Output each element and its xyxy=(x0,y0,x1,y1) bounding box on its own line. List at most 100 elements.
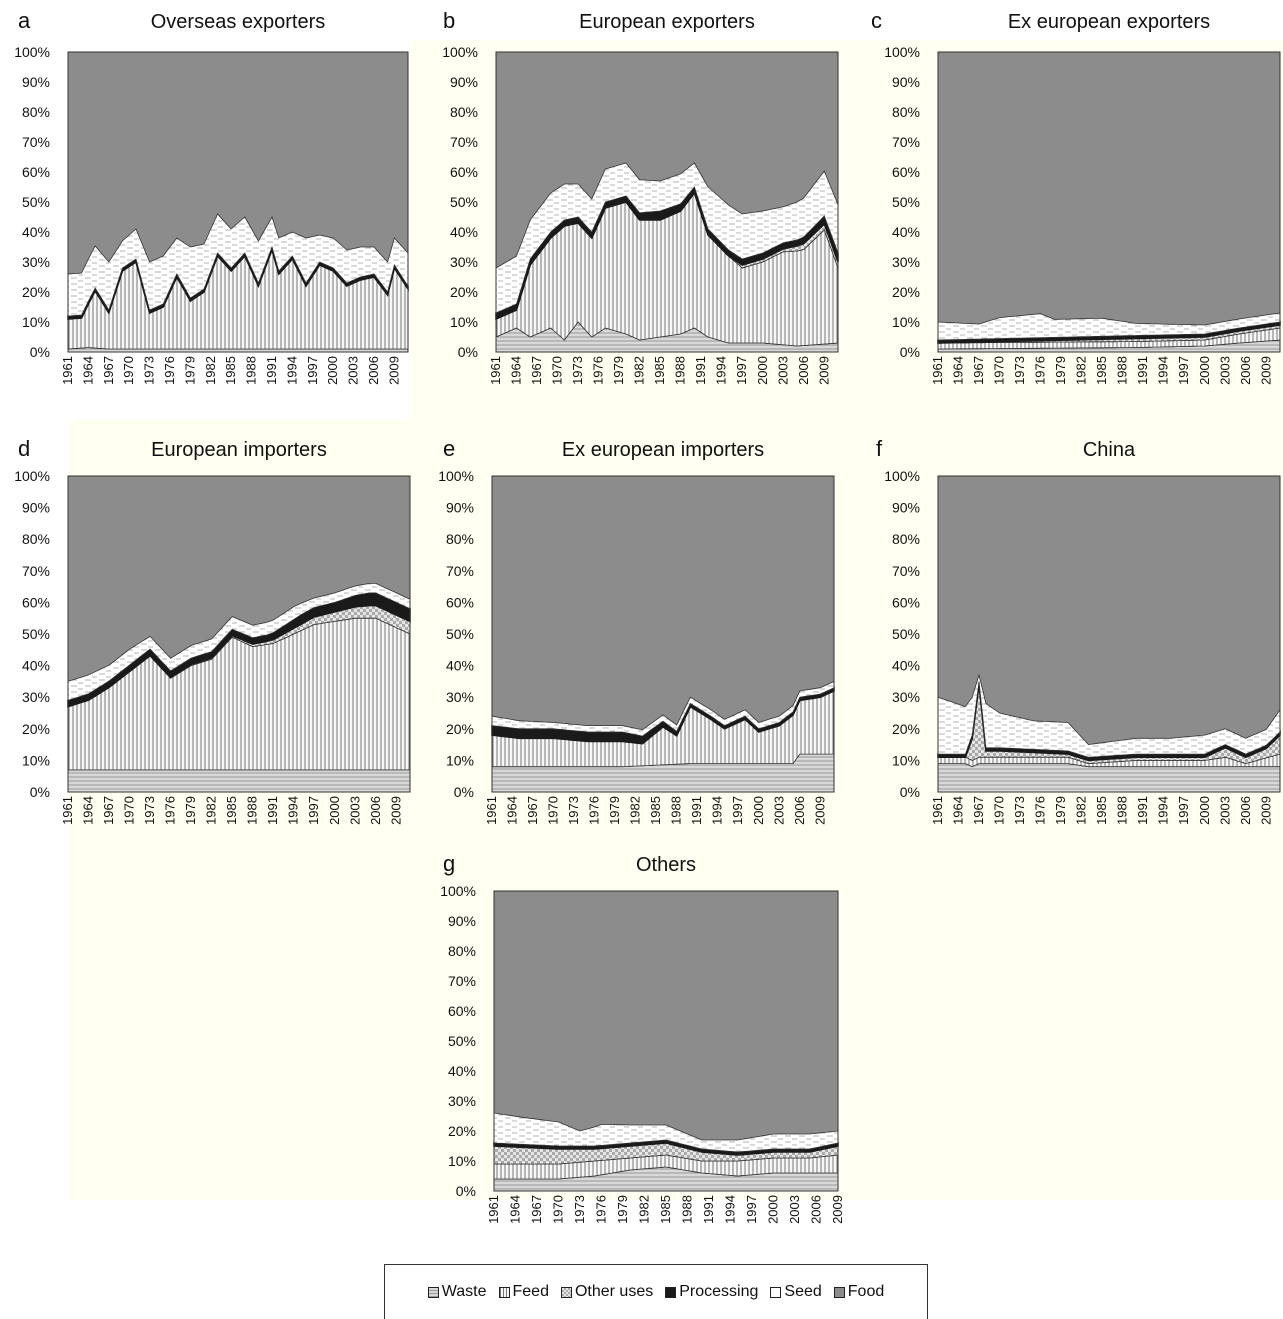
x-tick-label-b: 1985 xyxy=(652,356,667,385)
y-tick-label-f: 50% xyxy=(892,626,920,642)
x-tick-label-b: 1994 xyxy=(714,356,729,385)
x-tick-label-c: 1985 xyxy=(1094,356,1109,385)
y-tick-label-b: 70% xyxy=(450,134,478,150)
x-tick-label-c: 1997 xyxy=(1176,356,1191,385)
x-tick-label-g: 1964 xyxy=(508,1195,523,1224)
y-tick-label-g: 0% xyxy=(456,1183,476,1199)
x-tick-label-a: 1991 xyxy=(264,356,279,385)
x-tick-label-g: 1976 xyxy=(594,1195,609,1224)
legend-swatch-feed xyxy=(498,1286,510,1298)
y-tick-label-f: 30% xyxy=(892,689,920,705)
panel-title-g: Others xyxy=(636,854,696,876)
legend-label-waste: Waste xyxy=(441,1283,487,1300)
y-tick-label-d: 20% xyxy=(22,721,50,737)
x-tick-label-c: 1961 xyxy=(930,356,945,385)
x-tick-label-b: 1970 xyxy=(550,356,565,385)
legend-label-feed: Feed xyxy=(512,1283,549,1300)
y-tick-label-c: 0% xyxy=(900,344,920,360)
y-tick-label-e: 80% xyxy=(446,531,474,547)
y-tick-label-a: 100% xyxy=(14,44,50,60)
y-tick-label-f: 90% xyxy=(892,500,920,516)
x-tick-label-d: 1988 xyxy=(245,796,260,825)
y-tick-label-c: 90% xyxy=(892,74,920,90)
x-tick-label-e: 1970 xyxy=(546,796,561,825)
y-tick-label-b: 50% xyxy=(450,194,478,210)
x-tick-label-e: 2000 xyxy=(751,796,766,825)
x-tick-label-a: 1970 xyxy=(121,356,136,385)
x-tick-label-a: 1997 xyxy=(305,356,320,385)
panel-letter-d: d xyxy=(18,436,30,461)
x-tick-label-f: 2006 xyxy=(1238,796,1253,825)
y-tick-label-f: 70% xyxy=(892,563,920,579)
x-tick-label-b: 1997 xyxy=(734,356,749,385)
y-tick-label-b: 40% xyxy=(450,224,478,240)
y-tick-label-d: 40% xyxy=(22,658,50,674)
x-tick-label-a: 1985 xyxy=(223,356,238,385)
x-tick-label-f: 1994 xyxy=(1156,796,1171,825)
x-tick-label-c: 1964 xyxy=(951,356,966,385)
x-tick-label-a: 2000 xyxy=(325,356,340,385)
y-tick-label-b: 80% xyxy=(450,104,478,120)
x-tick-label-a: 2006 xyxy=(366,356,381,385)
plot-frame-e xyxy=(491,475,835,793)
x-tick-label-g: 2000 xyxy=(766,1195,781,1224)
x-tick-label-g: 2009 xyxy=(830,1195,845,1224)
y-tick-label-e: 40% xyxy=(446,658,474,674)
x-tick-label-g: 1967 xyxy=(529,1195,544,1224)
x-tick-label-f: 1985 xyxy=(1094,796,1109,825)
x-tick-label-c: 2009 xyxy=(1258,356,1273,385)
series-waste-area-f xyxy=(937,763,1281,793)
x-tick-label-e: 1961 xyxy=(484,796,499,825)
x-tick-label-e: 1973 xyxy=(566,796,581,825)
x-tick-label-d: 2003 xyxy=(347,796,362,825)
panel-letter-b: b xyxy=(443,8,455,33)
x-tick-label-d: 1991 xyxy=(265,796,280,825)
panel-f: f China 0% 10% 20% 30% 40% 50% 60% 70% 80% 90% 100% 1… xyxy=(876,436,1281,825)
y-tick-label-f: 40% xyxy=(892,658,920,674)
x-tick-label-f: 1970 xyxy=(992,796,1007,825)
y-tick-label-a: 0% xyxy=(30,344,50,360)
y-tick-label-a: 80% xyxy=(22,104,50,120)
x-tick-label-g: 1961 xyxy=(486,1195,501,1224)
panel-letter-f: f xyxy=(876,436,883,461)
y-tick-label-g: 80% xyxy=(448,943,476,959)
panel-c: c Ex european exporters 0% 10% 20% 30% 40% 50% 6… xyxy=(871,8,1281,385)
x-tick-label-g: 1997 xyxy=(744,1195,759,1224)
y-tick-label-g: 90% xyxy=(448,913,476,929)
x-tick-label-a: 1976 xyxy=(162,356,177,385)
x-tick-label-c: 1967 xyxy=(971,356,986,385)
series-food-area-c xyxy=(937,51,1281,353)
y-tick-label-g: 50% xyxy=(448,1033,476,1049)
panel-d: d European importers 0% 10% 20% 30% 40% 50% 60% 7… xyxy=(14,436,411,825)
x-tick-label-e: 1985 xyxy=(648,796,663,825)
x-tick-label-a: 1988 xyxy=(244,356,259,385)
x-tick-label-e: 1982 xyxy=(628,796,643,825)
y-tick-label-g: 30% xyxy=(448,1093,476,1109)
y-tick-label-c: 30% xyxy=(892,254,920,270)
x-tick-label-f: 1973 xyxy=(1012,796,1027,825)
x-tick-label-f: 1997 xyxy=(1176,796,1191,825)
panel-letter-a: a xyxy=(18,8,31,33)
panel-letter-c: c xyxy=(871,8,882,33)
panel-e: e Ex european importers 0% 10% 20% 30% 40% 50% 6… xyxy=(438,436,835,825)
plot-frame-a xyxy=(67,51,409,353)
x-tick-label-b: 1976 xyxy=(591,356,606,385)
x-tick-label-a: 1994 xyxy=(284,356,299,385)
y-tick-label-c: 80% xyxy=(892,104,920,120)
series-waste-area-d xyxy=(67,769,411,793)
y-tick-label-d: 10% xyxy=(22,752,50,768)
x-tick-label-e: 1997 xyxy=(730,796,745,825)
panel-b: b European exporters 0% 10% 20% 30% 40% 50% 60% 7… xyxy=(442,8,839,385)
legend-item-feed: Feed xyxy=(498,1283,549,1301)
x-tick-label-d: 1967 xyxy=(101,796,116,825)
y-tick-label-e: 10% xyxy=(446,752,474,768)
y-tick-label-g: 70% xyxy=(448,973,476,989)
y-tick-label-d: 0% xyxy=(30,784,50,800)
x-tick-label-d: 2009 xyxy=(388,796,403,825)
y-tick-label-e: 0% xyxy=(454,784,474,800)
x-tick-label-a: 1961 xyxy=(60,356,75,385)
x-tick-label-d: 1961 xyxy=(60,796,75,825)
plot-frame-g xyxy=(493,890,839,1192)
x-tick-label-b: 2000 xyxy=(755,356,770,385)
y-tick-label-b: 60% xyxy=(450,164,478,180)
